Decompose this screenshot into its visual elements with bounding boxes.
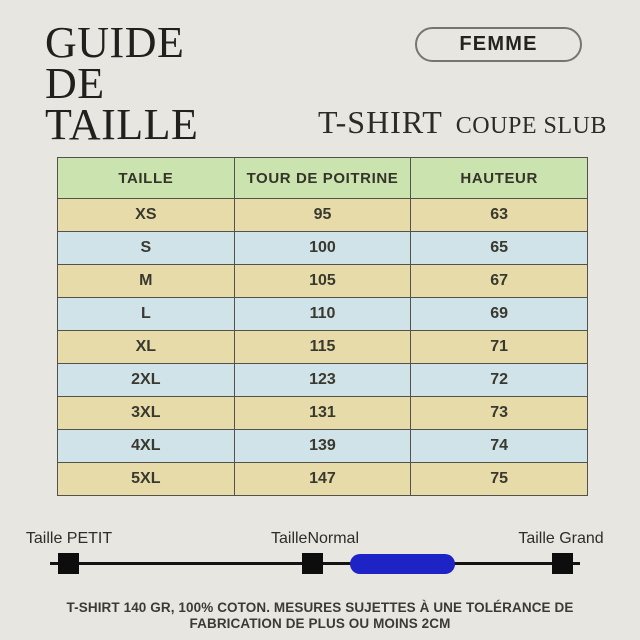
gender-badge-label: FEMME (459, 33, 538, 55)
column-header-tour-de-poitrine: TOUR DE POITRINE (233, 157, 412, 199)
cell-size: XS (57, 198, 235, 232)
cell-size: S (57, 231, 235, 265)
table-row: 4XL 139 74 (57, 429, 588, 463)
slider-marker-large (551, 553, 573, 574)
cell-size: 5XL (57, 462, 235, 496)
slider-label-normal: TailleNormal (270, 530, 360, 547)
cell-height: 69 (410, 297, 588, 331)
cell-height: 74 (410, 429, 588, 463)
slider-label-small: Taille PETIT (25, 530, 113, 547)
cell-height: 71 (410, 330, 588, 364)
cell-size: 2XL (57, 363, 235, 397)
cell-height: 72 (410, 363, 588, 397)
cell-chest: 123 (233, 363, 412, 397)
footer-note: T-SHIRT 140 GR, 100% COTON. MESURES SUJE… (66, 600, 574, 631)
cell-chest: 110 (233, 297, 412, 331)
product-fit: COUPE SLUB (455, 113, 607, 139)
slider-marker-small (58, 553, 79, 574)
cell-height: 75 (410, 462, 588, 496)
table-row: XS 95 63 (57, 198, 588, 232)
cell-size: M (57, 264, 235, 298)
gender-badge[interactable]: FEMME (415, 27, 582, 62)
cell-size: XL (57, 330, 235, 364)
table-row: S 100 65 (57, 231, 588, 265)
cell-height: 63 (410, 198, 588, 232)
cell-chest: 115 (233, 330, 412, 364)
cell-chest: 147 (233, 462, 412, 496)
cell-height: 65 (410, 231, 588, 265)
cell-chest: 105 (233, 264, 412, 298)
slider-marker-normal (301, 553, 323, 574)
cell-chest: 139 (233, 429, 412, 463)
table-header-row: TAILLE TOUR DE POITRINE HAUTEUR (57, 157, 588, 199)
cell-height: 73 (410, 396, 588, 430)
table-row: XL 115 71 (57, 330, 588, 364)
cell-size: L (57, 297, 235, 331)
page-title: GUIDE DE TAILLE (45, 18, 199, 149)
cell-chest: 95 (233, 198, 412, 232)
size-table: TAILLE TOUR DE POITRINE HAUTEUR XS 95 63… (57, 157, 588, 496)
cell-size: 4XL (57, 429, 235, 463)
table-row: 2XL 123 72 (57, 363, 588, 397)
slider-label-large: Taille Grand (518, 530, 604, 547)
table-row: 5XL 147 75 (57, 462, 588, 496)
cell-chest: 131 (233, 396, 412, 430)
product-subtitle: T-SHIRT COUPE SLUB (318, 104, 607, 141)
table-row: 3XL 131 73 (57, 396, 588, 430)
table-row: M 105 67 (57, 264, 588, 298)
table-row: L 110 69 (57, 297, 588, 331)
cell-height: 67 (410, 264, 588, 298)
column-header-hauteur: HAUTEUR (410, 157, 588, 199)
cell-chest: 100 (233, 231, 412, 265)
slider-selection-pill[interactable] (350, 554, 455, 574)
cell-size: 3XL (57, 396, 235, 430)
column-header-taille: TAILLE (57, 157, 235, 199)
product-name: T-SHIRT (318, 104, 443, 140)
